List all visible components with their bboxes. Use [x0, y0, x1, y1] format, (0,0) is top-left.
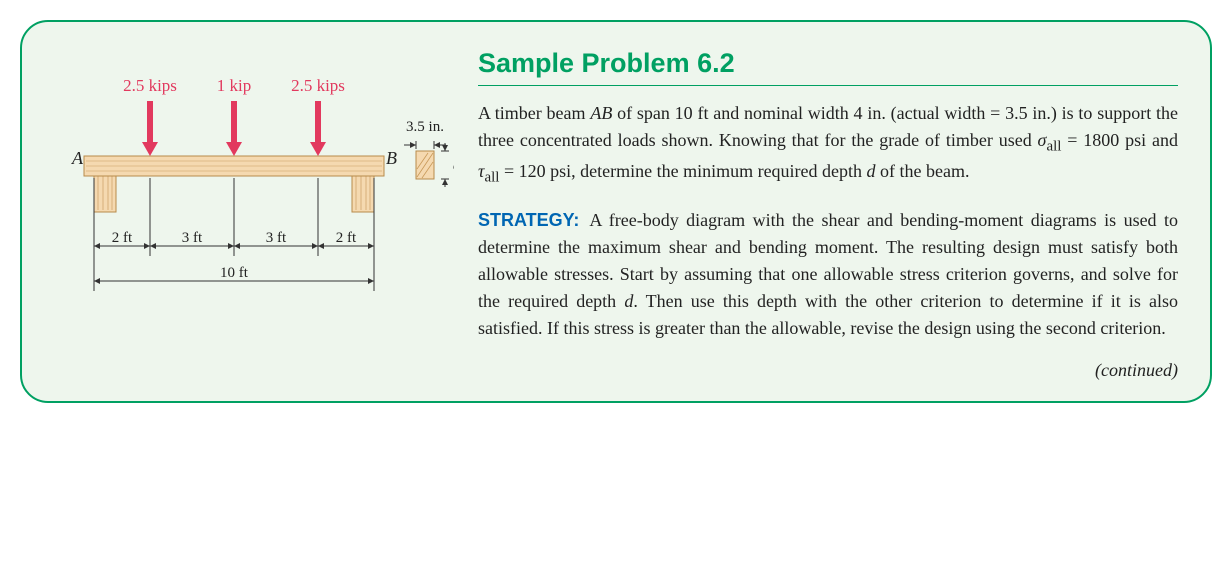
- dim-seg-3: 3 ft: [266, 230, 287, 246]
- strategy-paragraph: STRATEGY:A free-body diagram with the sh…: [478, 207, 1178, 342]
- continued-label: (continued): [478, 360, 1178, 381]
- load-arrow-3: 2.5 kips: [291, 76, 345, 156]
- sample-problem-panel: A B 2.5 kips 1 kip 2.5 kips: [20, 20, 1212, 403]
- dim-overall: 10 ft: [220, 265, 249, 281]
- dim-seg-4: 2 ft: [336, 230, 357, 246]
- problem-statement: A timber beam AB of span 10 ft and nomin…: [478, 100, 1178, 189]
- beam-diagram: A B 2.5 kips 1 kip 2.5 kips: [54, 46, 454, 306]
- dim-seg-2: 3 ft: [182, 230, 203, 246]
- strategy-label: STRATEGY:: [478, 210, 579, 230]
- cs-width-label: 3.5 in.: [406, 119, 444, 135]
- label-A: A: [71, 148, 84, 168]
- load-label-3: 2.5 kips: [291, 76, 345, 95]
- cross-section: 3.5 in. d: [404, 119, 454, 187]
- strategy-text: A free-body diagram with the shear and b…: [478, 210, 1178, 338]
- dim-seg-1: 2 ft: [112, 230, 133, 246]
- cs-depth-label: d: [453, 157, 454, 174]
- load-label-1: 2.5 kips: [123, 76, 177, 95]
- title-rule: [478, 85, 1178, 86]
- load-arrow-2: 1 kip: [217, 76, 251, 156]
- label-B: B: [386, 148, 397, 168]
- load-arrow-1: 2.5 kips: [123, 76, 177, 156]
- diagram-container: A B 2.5 kips 1 kip 2.5 kips: [54, 46, 454, 306]
- support-right: [352, 174, 374, 212]
- support-left: [94, 174, 116, 212]
- text-column: Sample Problem 6.2 A timber beam AB of s…: [478, 46, 1178, 381]
- problem-title: Sample Problem 6.2: [478, 46, 1178, 79]
- beam: [84, 156, 384, 176]
- load-label-2: 1 kip: [217, 76, 251, 95]
